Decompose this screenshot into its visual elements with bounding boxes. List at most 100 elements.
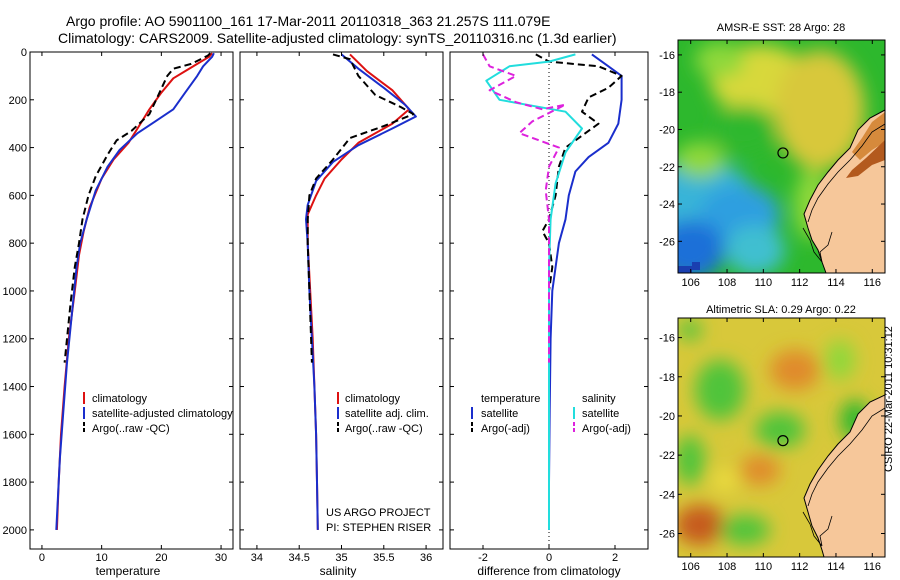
x-tick-label: -2 [478,552,488,564]
legend-label-climatology: climatology [92,393,148,405]
legend-label-sal-argo: Argo(-adj) [582,423,631,435]
sst-map-title: AMSR-E SST: 28 Argo: 28 [717,22,845,34]
temperature-panel: 0 10 20 30 0 200 400 600 800 1000 1200 1400 1600 1800… [3,47,234,578]
x-tick-label: 10 [96,552,108,564]
legend-label-climatology: climatology [345,393,401,405]
salinity-legend: climatology satellite adj. clim. Argo(..… [337,392,429,435]
x-tick-label: 2 [612,552,618,564]
map-x-tick-label: 110 [755,561,773,573]
map-y-tick-label: -18 [659,372,675,384]
series-line-salinity-satellite [485,53,583,530]
legend-label-satellite: satellite-adjusted climatology [92,408,233,420]
header-title: Argo profile: AO 5901100_161 17-Mar-2011… [66,13,550,29]
map-x-tick-label: 108 [718,277,736,289]
y-tick-label: 400 [9,143,27,155]
sla-map-ticks: 106 108 110 112 114 116 -16 -18 -20 -22 -24 -26 [659,318,885,573]
legend-label-argo: Argo(..raw -QC) [345,423,423,435]
map-y-tick-label: -20 [659,411,675,423]
difference-ticks: -2 0 2 [450,51,648,564]
map-y-tick-label: -24 [659,199,675,211]
x-tick-label: 34.5 [288,552,309,564]
sla-field [678,318,885,557]
series-line-satellite-adjusted-climatology [55,52,215,530]
sst-map: AMSR-E SST: 28 Argo: 28 [659,22,886,289]
pi-annotation: PI: STEPHEN RISER [326,522,431,534]
map-y-tick-label: -22 [659,450,675,462]
y-tick-label: 600 [9,190,27,202]
sla-float-marker [777,435,789,447]
series-line-satellite-adj-clim [305,53,417,530]
salinity-panel: 34 34.5 35 35.5 36 salinity climatology sate… [239,51,444,578]
temperature-ticks: 0 10 20 30 0 200 400 600 800 1000 1200 1400 1600 1800… [3,47,233,564]
temperature-axes [29,51,234,550]
map-y-tick-label: -24 [659,489,675,501]
sst-map-frame [677,39,886,274]
difference-panel: -2 0 2 difference from climatology tempera… [449,51,649,578]
map-x-tick-label: 116 [864,561,882,573]
legend-label-temp-satellite: satellite [481,408,518,420]
header-subtitle: Climatology: CARS2009. Satellite-adjuste… [58,30,616,46]
y-tick-label: 2000 [3,525,27,537]
map-y-tick-label: -20 [659,124,675,136]
map-x-tick-label: 106 [682,561,700,573]
series-line-argo-raw-qc [306,53,415,363]
map-x-tick-label: 110 [755,277,773,289]
difference-xlabel: difference from climatology [477,564,620,578]
sla-map-frame [677,317,886,558]
y-tick-label: 1200 [3,334,27,346]
map-y-tick-label: -22 [659,162,675,174]
series-line-salinity-argo-adj [482,53,567,363]
map-x-tick-label: 116 [864,277,882,289]
y-tick-label: 1000 [3,286,27,298]
y-tick-label: 1600 [3,429,27,441]
salinity-lines [305,53,417,530]
map-x-tick-label: 112 [791,277,809,289]
salinity-axes [239,51,444,550]
sla-map: Altimetric SLA: 0.29 Argo: 0.22 1 [659,304,886,573]
x-tick-label: 30 [215,552,227,564]
legend-label-satellite: satellite adj. clim. [345,408,429,420]
map-y-tick-label: -18 [659,87,675,99]
y-tick-label: 800 [9,238,27,250]
x-tick-label: 20 [155,552,167,564]
legend-label-sal-satellite: satellite [582,408,619,420]
map-x-tick-label: 112 [791,561,809,573]
salinity-xlabel: salinity [320,564,357,578]
sst-float-marker [777,147,789,159]
map-y-tick-label: -26 [659,236,675,248]
map-y-tick-label: -26 [659,528,675,540]
sla-map-title: Altimetric SLA: 0.29 Argo: 0.22 [706,304,856,316]
map-y-tick-label: -16 [659,50,675,62]
y-tick-label: 0 [21,47,27,59]
y-tick-label: 1400 [3,382,27,394]
sst-map-ticks: 106 108 110 112 114 116 -16 -18 -20 -22 -24 -26 [659,40,885,289]
map-x-tick-label: 108 [718,561,736,573]
map-x-tick-label: 106 [682,277,700,289]
x-tick-label: 0 [546,552,552,564]
x-tick-label: 36 [420,552,432,564]
x-tick-label: 35.5 [373,552,394,564]
credit-text: CSIRO 22-Mar-2011 10:31:12 [883,326,895,472]
temperature-xlabel: temperature [96,564,161,578]
series-line-climatology [306,53,411,530]
x-tick-label: 34 [251,552,263,564]
project-annotation: US ARGO PROJECT [326,507,431,519]
x-tick-label: 35 [335,552,347,564]
salinity-ticks: 34 34.5 35 35.5 36 [240,51,443,564]
sst-field [678,40,885,273]
legend-label-argo: Argo(..raw -QC) [92,423,170,435]
difference-legend: temperature satellite Argo(-adj) salinit… [471,393,631,435]
legend-label-temp-argo: Argo(-adj) [481,423,530,435]
y-tick-label: 200 [9,95,27,107]
series-line-temperature-satellite [548,53,623,530]
temperature-lines [55,52,215,530]
temperature-legend: climatology satellite-adjusted climatolo… [83,392,233,435]
map-x-tick-label: 114 [827,277,845,289]
series-line-argo-raw-qc [63,52,212,363]
x-tick-label: 0 [39,552,45,564]
map-y-tick-label: -16 [659,333,675,345]
series-line-climatology [55,52,213,530]
y-tick-label: 1800 [3,477,27,489]
legend-title-temperature: temperature [481,393,540,405]
